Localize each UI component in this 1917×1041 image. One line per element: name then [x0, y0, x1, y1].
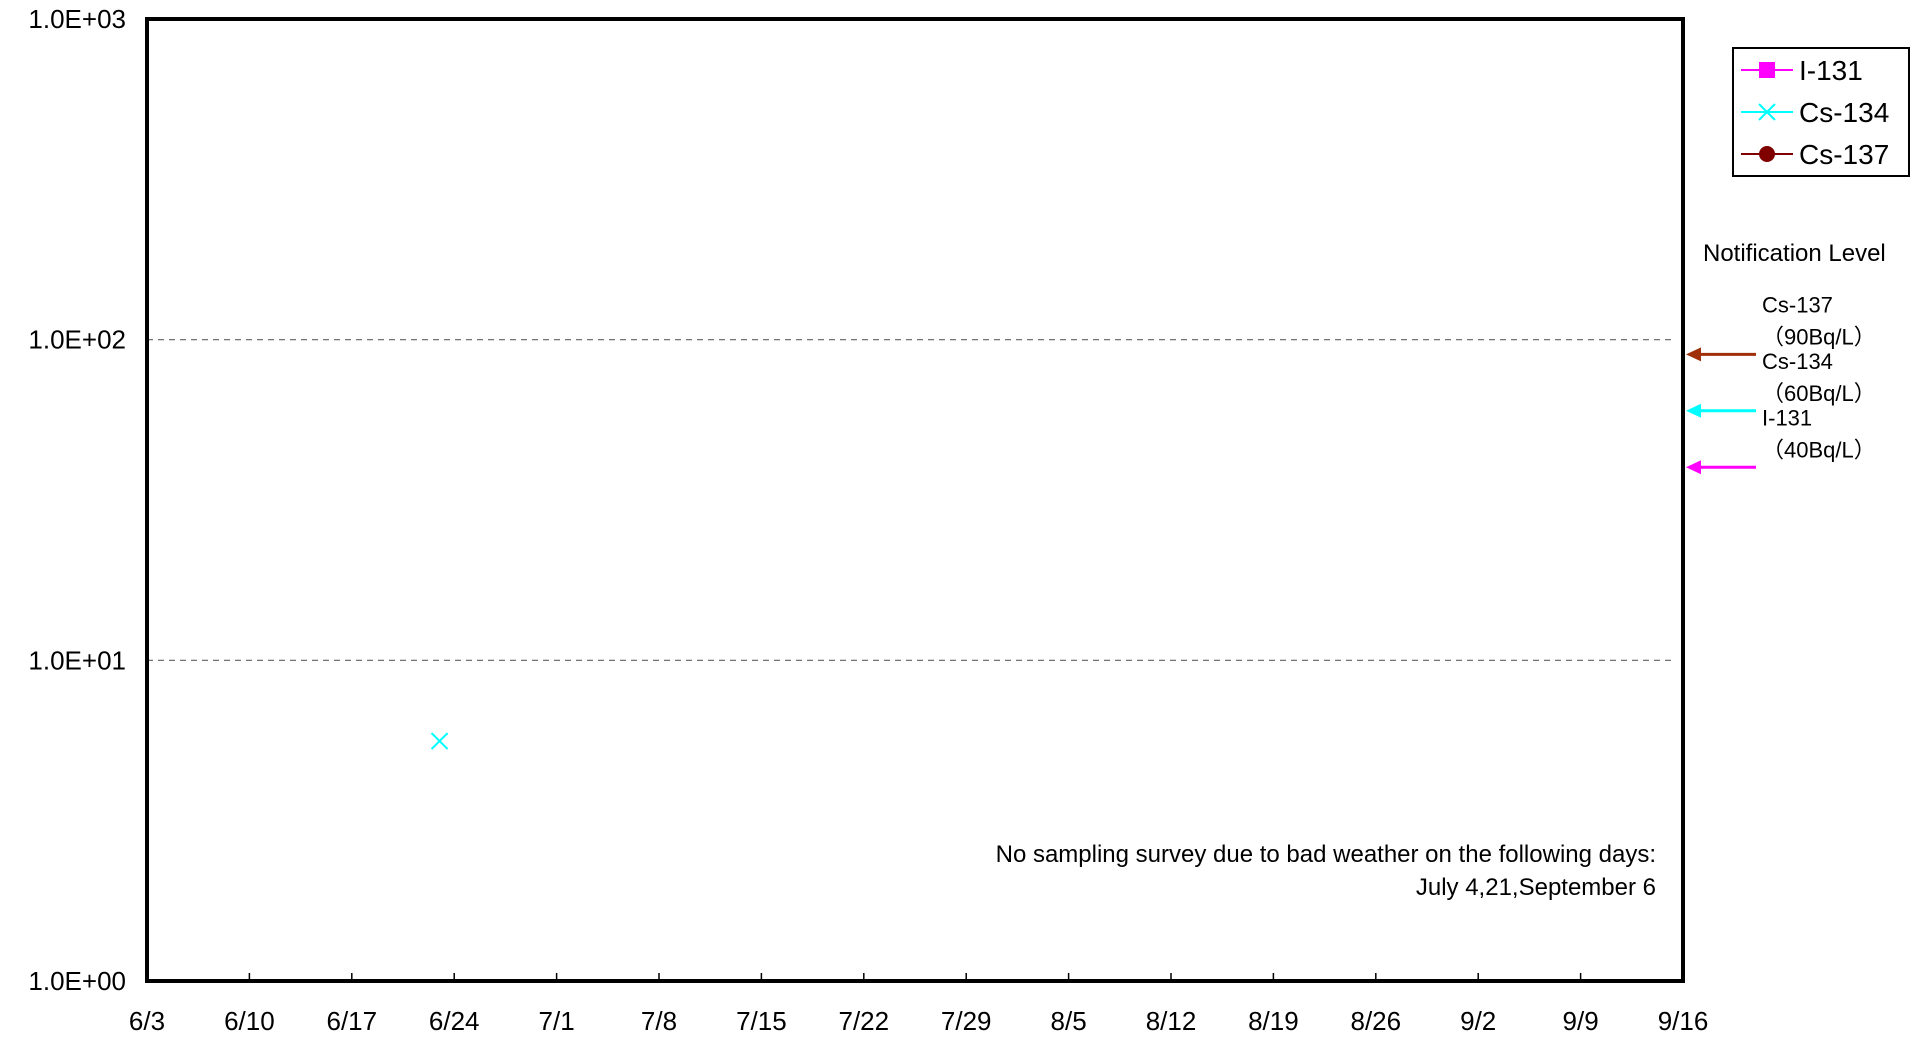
- plot-frame: [145, 17, 1685, 983]
- notification-arrow-head-i-131: [1686, 460, 1701, 475]
- y-tick-label: 1.0E+01: [28, 645, 126, 675]
- notification-level-value: （90Bq/L）: [1762, 324, 1876, 349]
- notification-nuclide-label: I-131: [1762, 405, 1812, 430]
- cs-134-data-point-stroke-b: [430, 732, 449, 750]
- annotation-line-0: No sampling survey due to bad weather on…: [996, 841, 1656, 868]
- x-tick-label: 8/19: [1248, 1006, 1299, 1036]
- x-tick-label: 9/2: [1460, 1006, 1496, 1036]
- x-tick-label: 6/3: [129, 1006, 165, 1036]
- annotation-note: No sampling survey due to bad weather on…: [996, 841, 1656, 901]
- x-tick-label: 7/15: [736, 1006, 787, 1036]
- x-tick-label: 7/1: [539, 1006, 575, 1036]
- notification-level-value: （40Bq/L）: [1762, 437, 1876, 462]
- x-tick-label: 9/9: [1563, 1006, 1599, 1036]
- legend-label-cs-134: Cs-134: [1799, 97, 1889, 128]
- x-tick-label: 8/5: [1051, 1006, 1087, 1036]
- y-tick-label: 1.0E+02: [28, 325, 126, 355]
- x-tick-label: 6/24: [429, 1006, 480, 1036]
- legend: I-131 Cs-134 Cs-137: [1732, 47, 1910, 177]
- legend-marker-cs-134: [1758, 103, 1776, 121]
- notification-level-value: （60Bq/L）: [1762, 381, 1876, 406]
- x-tick-label: 8/26: [1350, 1006, 1401, 1036]
- notification-level-title: Notification Level: [1703, 240, 1886, 267]
- axis-layer: 1.0E+00 1.0E+01 1.0E+02 1.0E+03 6/3 6/10 6/17 6…: [28, 4, 1708, 1036]
- legend-marker-cs-137: [1759, 146, 1775, 162]
- notification-nuclide-label: Cs-134: [1762, 349, 1833, 374]
- grid-layer: [147, 339, 1675, 661]
- x-tick-label: 6/17: [326, 1006, 377, 1036]
- x-tick-label: 7/8: [641, 1006, 677, 1036]
- annotation-line-1: July 4,21,September 6: [1416, 874, 1656, 901]
- notification-arrow-head-cs-137: [1686, 347, 1701, 362]
- x-tick-label: 6/10: [224, 1006, 275, 1036]
- cs-134-data-point: [430, 732, 449, 750]
- legend-marker-cs-134-stroke-b: [1758, 103, 1776, 121]
- legend-label-i-131: I-131: [1799, 55, 1863, 86]
- x-tick-label: 7/29: [941, 1006, 992, 1036]
- x-tick-label: 9/16: [1658, 1006, 1709, 1036]
- legend-marker-i-131: [1759, 62, 1775, 78]
- x-tick-label: 8/12: [1146, 1006, 1197, 1036]
- x-tick-label: 7/22: [838, 1006, 889, 1036]
- notification-level-panel: Notification Level Cs-137 （90Bq/L）Cs-134 （6…: [1686, 240, 1886, 475]
- legend-label-cs-137: Cs-137: [1799, 139, 1889, 170]
- y-tick-label: 1.0E+03: [28, 4, 126, 34]
- notification-arrow-head-cs-134: [1686, 403, 1701, 418]
- data-layer: [430, 732, 449, 750]
- y-tick-label: 1.0E+00: [28, 966, 126, 996]
- notification-nuclide-label: Cs-137: [1762, 292, 1833, 317]
